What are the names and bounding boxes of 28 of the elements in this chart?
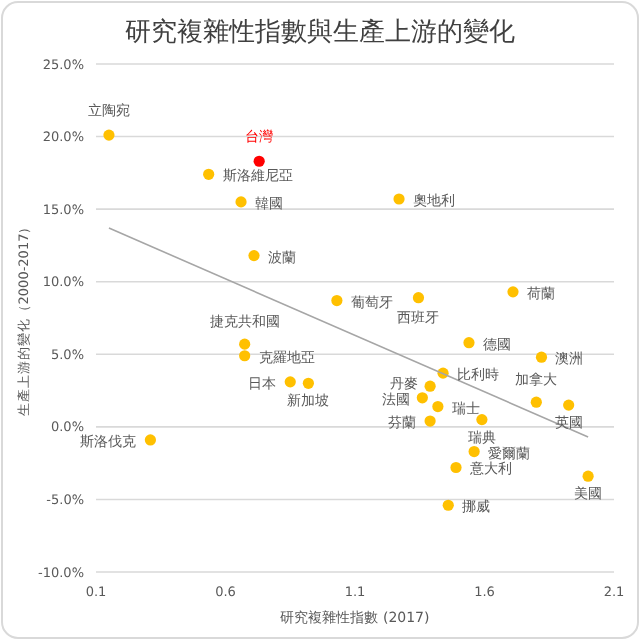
point bbox=[416, 392, 428, 404]
point bbox=[535, 351, 548, 363]
point bbox=[144, 434, 156, 446]
point bbox=[239, 350, 251, 362]
point bbox=[582, 470, 594, 482]
point bbox=[463, 337, 475, 349]
point bbox=[442, 499, 454, 511]
point bbox=[203, 168, 215, 180]
point bbox=[468, 445, 480, 458]
point bbox=[103, 129, 115, 141]
point bbox=[284, 376, 296, 388]
point bbox=[253, 155, 265, 167]
point bbox=[563, 399, 575, 411]
point bbox=[476, 414, 488, 426]
point bbox=[302, 377, 314, 389]
chart-title: 研究複雜性指數與生產上游的變化 bbox=[125, 18, 515, 48]
point bbox=[412, 292, 425, 304]
point bbox=[507, 286, 519, 298]
point bbox=[424, 380, 436, 392]
point bbox=[248, 249, 260, 262]
point bbox=[432, 400, 444, 413]
point bbox=[331, 294, 343, 307]
point bbox=[239, 338, 251, 350]
point bbox=[450, 461, 462, 474]
point bbox=[235, 196, 247, 208]
point bbox=[393, 193, 405, 205]
point bbox=[424, 415, 436, 427]
point bbox=[530, 396, 542, 408]
